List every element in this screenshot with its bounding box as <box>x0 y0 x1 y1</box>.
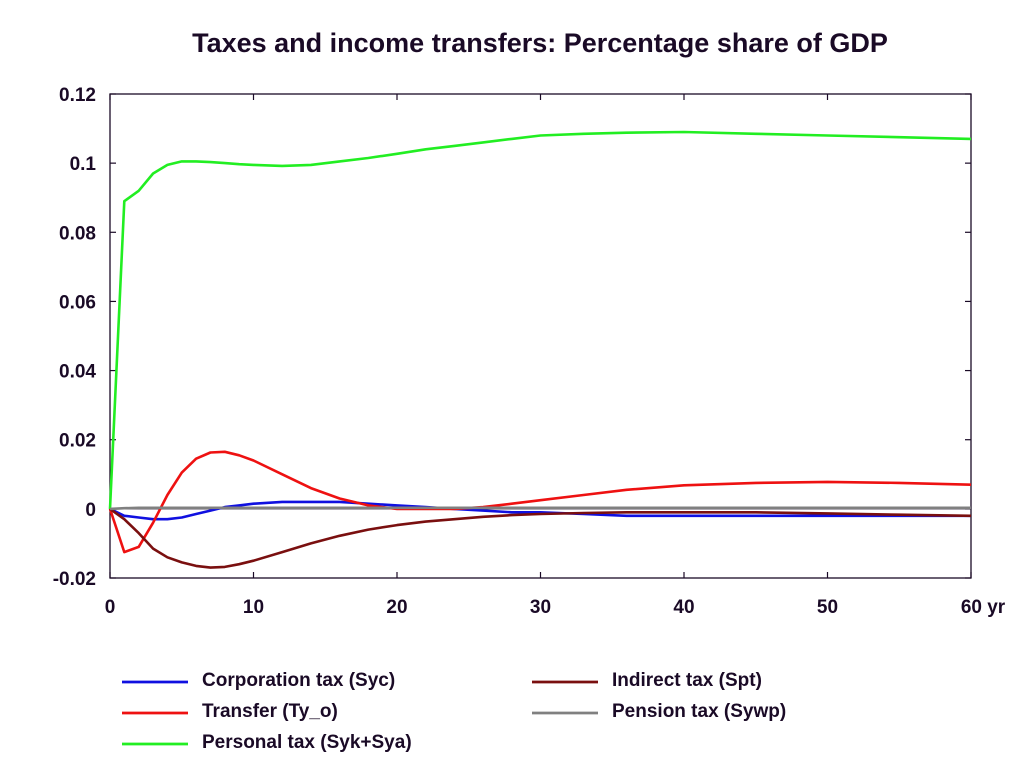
legend-label-4: Pension tax (Sywp) <box>612 701 786 722</box>
legend-label-2: Personal tax (Syk+Sya) <box>202 732 412 753</box>
y-tick-label: 0.12 <box>59 85 96 106</box>
series-line-1 <box>108 450 972 554</box>
x-tick-label: 60 yr <box>961 597 1006 618</box>
y-tick-label: 0.08 <box>59 223 96 244</box>
chart-title: Taxes and income transfers: Percentage s… <box>192 28 888 58</box>
x-tick-label: 10 <box>243 597 264 618</box>
legend-label-1: Transfer (Ty_o) <box>202 701 338 722</box>
y-tick-label: 0.02 <box>59 431 96 452</box>
series-lines <box>108 130 972 569</box>
x-tick-label: 50 <box>817 597 838 618</box>
series-line-4 <box>109 506 971 511</box>
x-axis: 0 10 20 30 40 50 60 yr <box>105 94 1006 618</box>
legend-label-0: Corporation tax (Syc) <box>202 670 395 691</box>
x-tick-label: 0 <box>105 597 116 618</box>
x-tick-label: 20 <box>386 597 407 618</box>
y-tick-label: 0.1 <box>70 154 97 175</box>
y-tick-label: 0 <box>85 500 96 521</box>
y-tick-label: -0.02 <box>53 569 96 590</box>
y-tick-label: 0.06 <box>59 292 96 313</box>
y-tick-label: 0.04 <box>59 362 96 383</box>
series-line-2 <box>108 130 972 509</box>
x-tick-label: 30 <box>530 597 551 618</box>
series-line-3 <box>109 507 972 569</box>
series-line-0 <box>109 500 971 521</box>
legend: Corporation tax (Syc) Transfer (Ty_o) Pers… <box>122 670 786 753</box>
x-tick-label: 40 <box>673 597 694 618</box>
legend-label-3: Indirect tax (Spt) <box>612 670 762 691</box>
